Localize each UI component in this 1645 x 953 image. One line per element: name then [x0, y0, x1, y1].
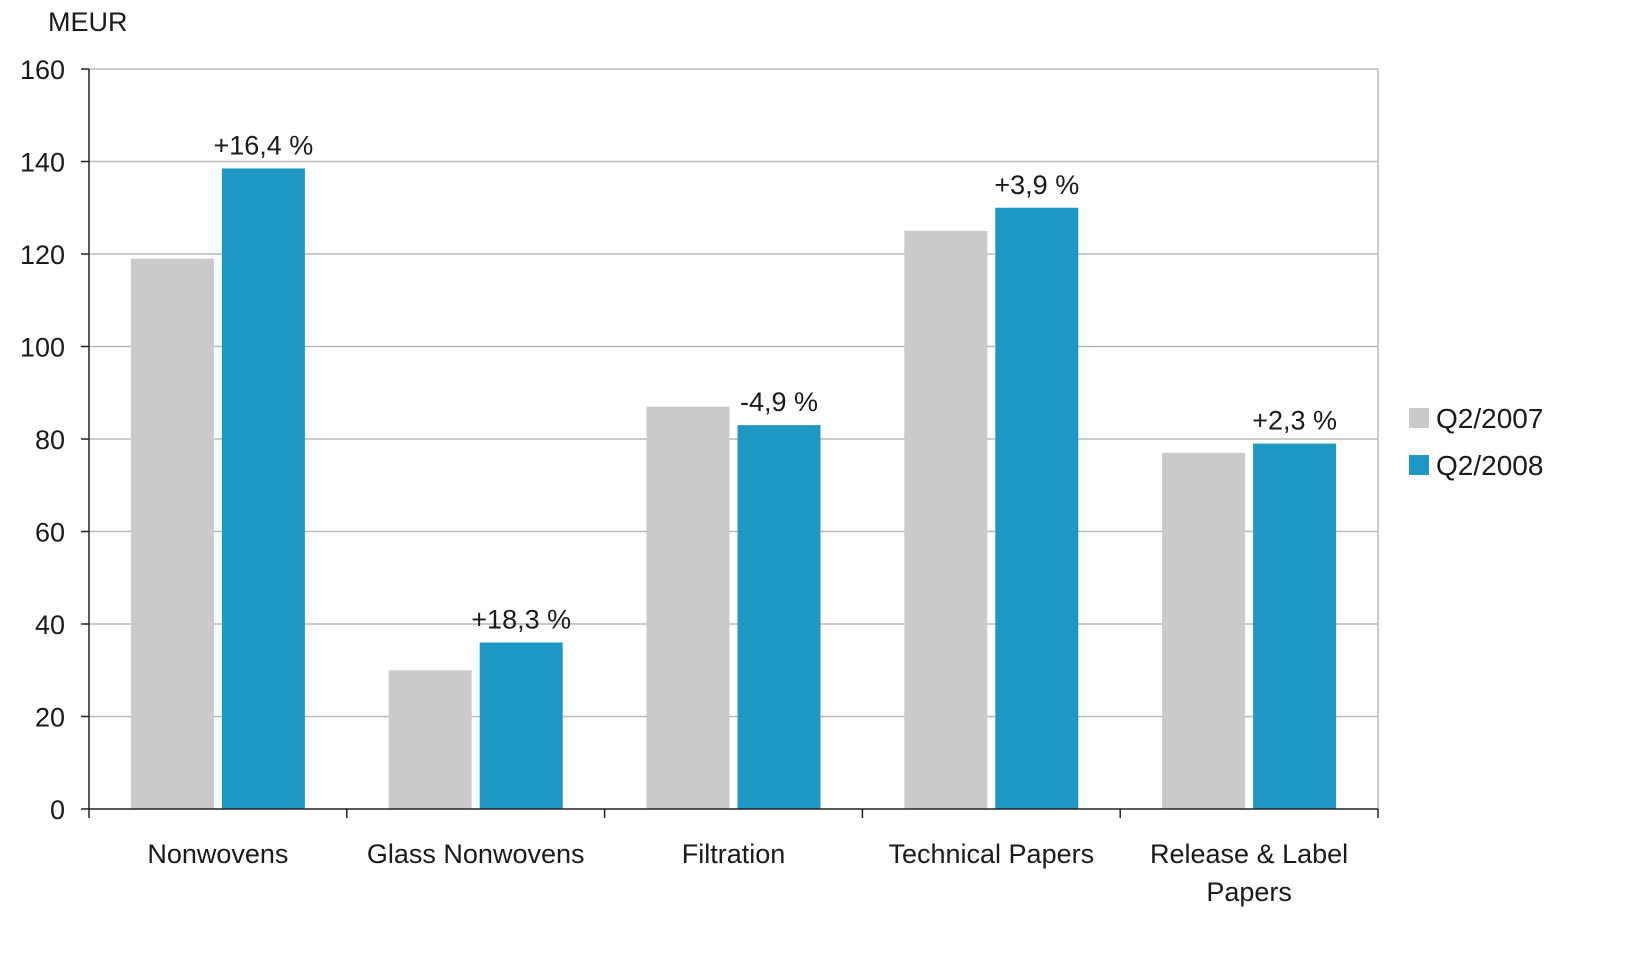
data-label: +16,4 %	[213, 130, 313, 160]
legend-label: Q2/2007	[1436, 403, 1543, 434]
bar	[479, 642, 563, 809]
bar	[737, 425, 821, 809]
y-tick-label: 60	[35, 518, 65, 548]
x-tick-label: Release & Label	[1150, 839, 1348, 869]
bar	[904, 230, 988, 809]
axes	[81, 68, 1379, 818]
bar	[1162, 452, 1246, 809]
x-tick-label: Technical Papers	[888, 839, 1094, 869]
data-label: +18,3 %	[471, 605, 571, 635]
bar	[646, 406, 730, 809]
x-tick-label: Filtration	[682, 839, 786, 869]
bars	[130, 168, 1337, 809]
y-tick-label: 120	[20, 240, 65, 270]
y-tick-label: 20	[35, 703, 65, 733]
legend: Q2/2007 Q2/2008	[1409, 403, 1543, 481]
bar	[221, 168, 305, 809]
x-tick-label: Glass Nonwovens	[367, 839, 585, 869]
data-label: +3,9 %	[994, 170, 1079, 200]
bar	[130, 258, 214, 809]
bar	[1253, 443, 1337, 809]
y-unit-label: MEUR	[48, 7, 128, 37]
y-tick-label: 100	[20, 333, 65, 363]
bar	[995, 207, 1079, 809]
y-tick-label: 80	[35, 425, 65, 455]
legend-swatch	[1409, 408, 1429, 428]
y-tick-label: 140	[20, 148, 65, 178]
x-tick-label: Nonwovens	[147, 839, 288, 869]
legend-label: Q2/2008	[1436, 450, 1543, 481]
legend-swatch	[1409, 455, 1429, 475]
bar	[388, 670, 472, 809]
y-tick-label: 0	[50, 795, 65, 825]
data-label: +2,3 %	[1252, 406, 1337, 436]
x-tick-label: Papers	[1206, 877, 1292, 907]
y-tick-label: 40	[35, 610, 65, 640]
data-label: -4,9 %	[740, 387, 818, 417]
labels: 0 20 40 60 80 100 120 140 160 +16,4 % Nonwovens +18…	[20, 55, 1348, 907]
y-tick-label: 160	[20, 55, 65, 85]
